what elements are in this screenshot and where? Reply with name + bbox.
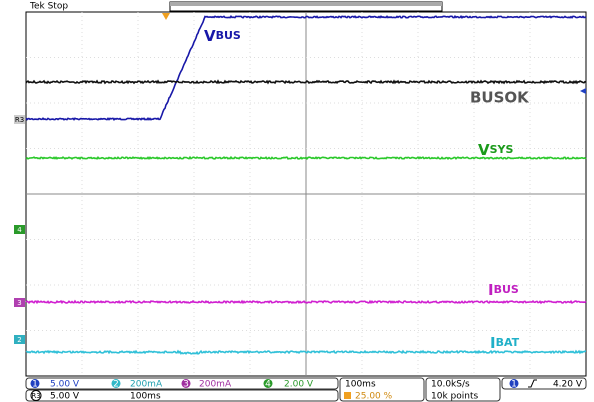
trig-level: 4.20 V xyxy=(553,380,583,390)
ch-scale: 5.00 V xyxy=(50,380,80,390)
level-marker xyxy=(580,88,586,94)
marker xyxy=(14,298,25,307)
ref-scale: 5.00 V xyxy=(50,392,80,402)
marker-label: 4 xyxy=(17,226,22,234)
record-length: 10k points xyxy=(431,392,478,402)
ch-num: 1 xyxy=(32,380,38,390)
trace-label: VSYS xyxy=(478,141,513,159)
trig-num: 1 xyxy=(511,380,517,390)
rate-box xyxy=(425,377,501,402)
trig-badge xyxy=(509,379,519,388)
marker-label: 3 xyxy=(17,299,21,307)
marker xyxy=(14,115,25,124)
ibus-trace xyxy=(25,299,587,305)
vsys-trace xyxy=(25,155,587,161)
ref-time: 100ms xyxy=(130,392,161,402)
trigger-pos-icon xyxy=(344,392,351,399)
ch-num: 3 xyxy=(183,380,189,390)
marker xyxy=(14,225,25,234)
ch-scale: 200mA xyxy=(199,380,232,390)
ch-badge xyxy=(30,379,40,388)
ref-num: R3 xyxy=(31,392,40,400)
ch-scale: 2.00 V xyxy=(284,380,314,390)
sample-rate: 10.0kS/s xyxy=(431,380,470,390)
channel-box xyxy=(25,377,339,390)
busok-trace xyxy=(25,79,587,85)
trigger-position xyxy=(162,13,170,20)
trace-label: IBUS xyxy=(488,281,519,299)
trigger-pos: 25.00 % xyxy=(355,392,393,402)
trace-label: BUSOK xyxy=(470,89,530,107)
ch-num: 4 xyxy=(265,380,271,390)
time-box xyxy=(339,377,425,402)
vbus-trace xyxy=(25,15,587,121)
record-window xyxy=(170,2,442,6)
ch-scale: 200mA xyxy=(130,380,163,390)
marker-label: 2 xyxy=(17,336,21,344)
graticule xyxy=(26,12,586,376)
ref-box xyxy=(25,389,339,402)
trig-slope xyxy=(528,379,537,388)
ch-badge xyxy=(181,379,191,388)
marker-label: R3 xyxy=(15,116,24,124)
trace-label: IBAT xyxy=(490,334,520,352)
ch-badge xyxy=(263,379,273,388)
ch-badge xyxy=(111,379,121,388)
ref-badge xyxy=(30,390,42,401)
marker xyxy=(14,335,25,344)
ibat-trace xyxy=(25,349,587,355)
status: Tek Stop xyxy=(29,2,68,12)
trigger-box xyxy=(501,377,587,390)
timebase: 100ms xyxy=(345,380,376,390)
waveforms xyxy=(25,15,587,355)
trace-label: VBUS xyxy=(204,27,241,45)
ch-num: 2 xyxy=(113,380,119,390)
